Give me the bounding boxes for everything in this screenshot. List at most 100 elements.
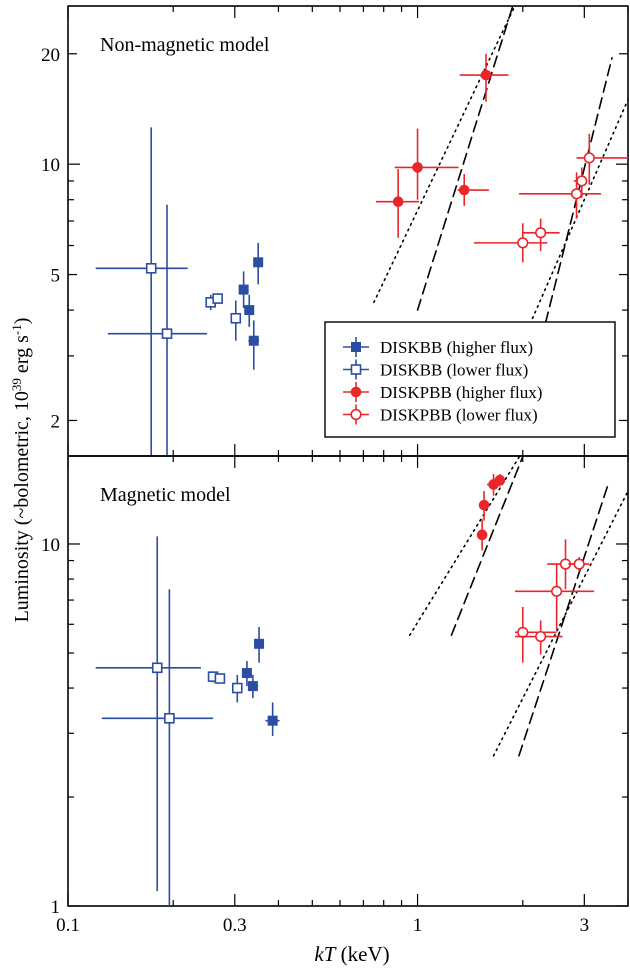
data-point [473, 223, 548, 263]
panel-title: Non-magnetic model [100, 34, 270, 56]
marker-filled-circle [350, 386, 362, 398]
data-point [576, 133, 628, 185]
legend: DISKBB (higher flux) DISKBB (lower flux) D… [324, 321, 616, 438]
dashed-reference-line [536, 57, 613, 357]
marker-filled-square [253, 257, 264, 268]
data-point [253, 242, 264, 285]
data-point [95, 127, 188, 456]
data-point [107, 204, 208, 456]
data-point [214, 673, 226, 684]
marker-filled-square [241, 668, 252, 679]
marker-open-circle [576, 175, 588, 187]
marker-open-circle [350, 408, 362, 421]
data-point [457, 174, 489, 206]
data-point [247, 674, 259, 699]
legend-label: DISKPBB (lower flux) [380, 406, 538, 425]
x-tick-label: 0.3 [223, 915, 247, 936]
data-point [494, 474, 506, 487]
legend-entry: DISKPBB (lower flux) [343, 404, 538, 425]
x-tick-label: 3 [580, 915, 590, 936]
marker-open-circle [535, 227, 547, 239]
marker-open-circle [551, 585, 563, 597]
dotted-reference-line [492, 490, 628, 757]
legend-entry: DISKBB (lower flux) [343, 359, 528, 380]
y-tick-label: 1 [51, 897, 61, 918]
data-point [101, 589, 214, 906]
marker-filled-circle [412, 162, 423, 173]
y-tick-label: 20 [41, 45, 60, 66]
panel-magnetic: 1 10 0.1 0.3 1 3 Magnetic model [41, 455, 629, 936]
panel-non-magnetic: 2 5 10 20 Non-magnetic model [41, 5, 629, 457]
data-point [514, 564, 595, 630]
data-point [476, 519, 488, 551]
dashed-reference-line [518, 484, 609, 757]
legend-label: DISKBB (higher flux) [380, 338, 533, 357]
marker-filled-circle [478, 499, 490, 511]
marker-filled-circle [476, 529, 488, 541]
y-axis-label: Luminosity (~bolometric, 1039 erg s-1) [9, 318, 33, 623]
marker-open-square [161, 328, 173, 339]
y-tick-label: 5 [51, 266, 61, 287]
legend-box [324, 321, 616, 438]
marker-filled-circle [392, 196, 404, 208]
marker-filled-square [267, 715, 278, 726]
x-tick-label: 0.1 [56, 915, 80, 936]
marker-open-square [214, 673, 226, 684]
dashed-reference-line [450, 456, 524, 636]
marker-open-square [212, 293, 223, 304]
marker-filled-square [254, 638, 265, 649]
marker-filled-square [248, 335, 259, 346]
marker-filled-circle [494, 474, 506, 486]
legend-label: DISKBB (lower flux) [380, 361, 528, 380]
marker-filled-square [351, 342, 361, 352]
marker-open-circle [573, 558, 585, 570]
legend-label: DISKPBB (higher flux) [380, 383, 542, 402]
marker-open-circle [535, 630, 547, 643]
marker-open-circle [517, 626, 529, 638]
y-tick-label: 2 [51, 411, 61, 432]
data-point [212, 293, 223, 304]
marker-open-square [230, 312, 242, 324]
marker-open-square [164, 712, 175, 724]
marker-open-square [145, 263, 157, 274]
marker-open-square [151, 662, 163, 674]
dotted-reference-line [408, 456, 521, 636]
data-point [478, 491, 490, 521]
data-point [375, 169, 420, 238]
marker-filled-square [244, 305, 255, 316]
data-point [459, 53, 509, 102]
data-point [568, 557, 590, 572]
marker-filled-square [238, 284, 249, 295]
dashed-reference-line [416, 6, 514, 311]
y-tick-label: 10 [41, 155, 60, 176]
marker-filled-square [247, 681, 258, 692]
dotted-reference-line [521, 98, 628, 342]
x-axis-label: kT (keV) [314, 942, 389, 966]
marker-open-square [350, 364, 362, 375]
data-point [522, 218, 560, 251]
marker-open-circle [583, 152, 595, 164]
data-point [394, 128, 459, 200]
data-point [573, 167, 588, 198]
marker-open-circle [517, 237, 529, 249]
marker-open-circle [570, 188, 583, 200]
data-point [514, 620, 563, 655]
marker-open-square [231, 682, 243, 694]
x-tick-label: 1 [413, 915, 423, 936]
data-point [95, 536, 201, 892]
marker-filled-circle [458, 184, 470, 196]
data-point [244, 294, 255, 327]
marker-filled-circle [480, 69, 492, 81]
data-point [254, 626, 265, 663]
data-point [230, 300, 242, 341]
plot-frame [67, 455, 629, 907]
legend-entry: DISKBB (higher flux) [343, 337, 533, 357]
data-point [231, 674, 243, 703]
data-point [241, 661, 252, 687]
data-point [248, 320, 260, 370]
dotted-reference-line [373, 6, 516, 304]
data-point [265, 702, 280, 736]
y-tick-label: 10 [41, 535, 60, 556]
legend-entry: DISKPBB (higher flux) [343, 382, 542, 402]
